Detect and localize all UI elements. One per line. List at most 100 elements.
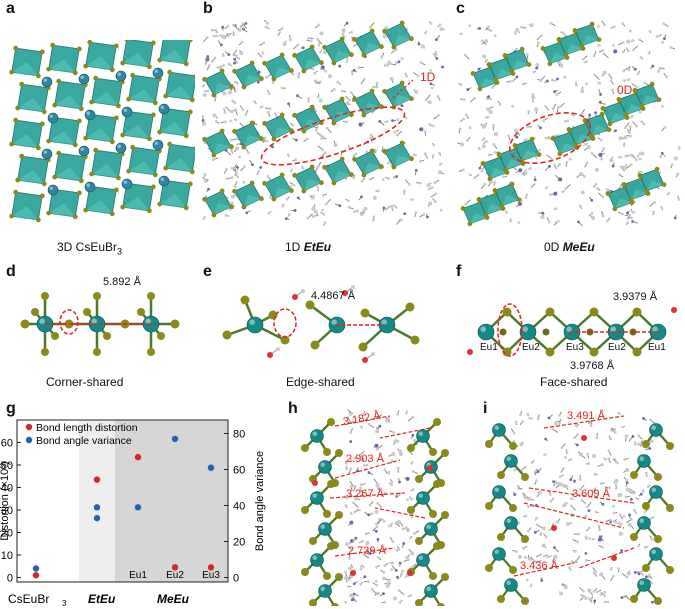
panel-label-a: a — [6, 0, 15, 17]
o-atom — [292, 294, 298, 300]
eu-atom — [318, 584, 332, 598]
o-atom — [312, 480, 318, 486]
panel-label-c: c — [456, 0, 465, 17]
br-atom — [87, 40, 93, 45]
eu-atom — [477, 323, 495, 341]
br-atom — [331, 120, 337, 126]
br-atom — [502, 53, 508, 58]
br-atom — [13, 189, 19, 195]
legend-entry: Bond angle variance — [36, 435, 132, 447]
br-atom — [83, 207, 89, 213]
br-atom — [379, 164, 384, 170]
br-atom — [573, 142, 579, 148]
data-point — [171, 564, 179, 571]
br-atom — [279, 172, 285, 178]
br-atom — [666, 566, 674, 574]
data-point — [93, 514, 101, 522]
br-atom — [433, 542, 441, 550]
br-atom — [262, 180, 267, 186]
site-label: Eu2 — [522, 342, 540, 353]
br-atom — [429, 510, 437, 518]
br-atom — [271, 76, 277, 82]
br-atom — [113, 43, 119, 49]
eteu-1d-structure — [201, 19, 445, 226]
br-atom — [301, 128, 307, 134]
br-atom — [193, 73, 195, 78]
br-atom — [563, 52, 569, 58]
br-atom — [78, 106, 84, 112]
o-atom — [581, 435, 587, 441]
br-atom — [623, 112, 629, 118]
br-atom — [113, 115, 119, 121]
legend-marker — [25, 423, 33, 431]
eu-atom — [424, 522, 438, 536]
br-atom — [352, 36, 357, 42]
site-label: Eu2 — [608, 342, 626, 353]
br-atom — [391, 164, 397, 170]
hydrogen-bond — [513, 562, 575, 577]
br-atom — [150, 112, 156, 118]
br-atom — [271, 136, 277, 142]
eu-atom — [318, 460, 332, 474]
br-atom — [540, 46, 546, 51]
panel-label-d: d — [6, 263, 16, 280]
br-atom — [146, 64, 152, 70]
br-atom — [211, 152, 217, 158]
i-distance: 3.491 Å — [567, 410, 605, 422]
cs-atom — [78, 73, 90, 85]
eu-atom — [637, 578, 651, 592]
br-atom — [322, 164, 327, 170]
y-axis-label: Distortion (×10³) — [0, 461, 11, 540]
panel-label-b: b — [203, 0, 213, 17]
br-atom — [486, 62, 492, 67]
br-atom — [183, 133, 189, 139]
br-atom — [309, 104, 315, 110]
br-atom — [259, 196, 264, 202]
br-atom — [516, 197, 522, 203]
cs-atom — [115, 142, 127, 154]
br-atom — [521, 597, 529, 605]
eu-atom — [649, 547, 663, 561]
br-atom — [146, 208, 152, 214]
br-atom — [240, 295, 250, 305]
br-atom — [335, 511, 343, 519]
br-atom — [241, 84, 247, 90]
group-shading — [115, 420, 228, 582]
br-atom — [301, 568, 309, 576]
br-atom — [124, 40, 129, 42]
y-tick-label: 20 — [1, 528, 13, 540]
y2-tick-label: 80 — [233, 429, 245, 441]
br-atom — [115, 103, 121, 109]
br-atom — [654, 473, 662, 481]
br-atom — [409, 96, 414, 102]
br-atom — [399, 20, 405, 26]
br-atom — [271, 196, 277, 202]
br-atom — [319, 60, 324, 66]
br-atom — [509, 442, 517, 450]
distance-face-bottom: 3.9768 Å — [570, 360, 615, 372]
br-atom — [309, 599, 317, 606]
br-atom — [415, 537, 423, 545]
br-atom — [628, 197, 634, 203]
br-atom — [249, 180, 255, 186]
br-atom — [666, 504, 674, 512]
br-atom — [349, 112, 354, 118]
br-atom — [83, 63, 89, 69]
br-atom — [492, 188, 498, 193]
br-atom — [109, 139, 115, 145]
br-atom — [485, 564, 493, 572]
br-atom — [56, 150, 62, 156]
br-atom — [327, 480, 335, 488]
br-atom — [496, 152, 502, 157]
br-atom — [232, 68, 237, 74]
br-atom — [19, 81, 25, 87]
br-atom — [167, 69, 173, 75]
panel-label-e: e — [203, 263, 212, 280]
eu-atom — [519, 323, 537, 341]
eu-atom — [416, 429, 430, 443]
br-atom — [31, 308, 39, 316]
br-atom — [9, 213, 15, 219]
br-atom — [289, 188, 294, 194]
data-point — [134, 504, 142, 511]
cs-atom — [41, 76, 53, 88]
